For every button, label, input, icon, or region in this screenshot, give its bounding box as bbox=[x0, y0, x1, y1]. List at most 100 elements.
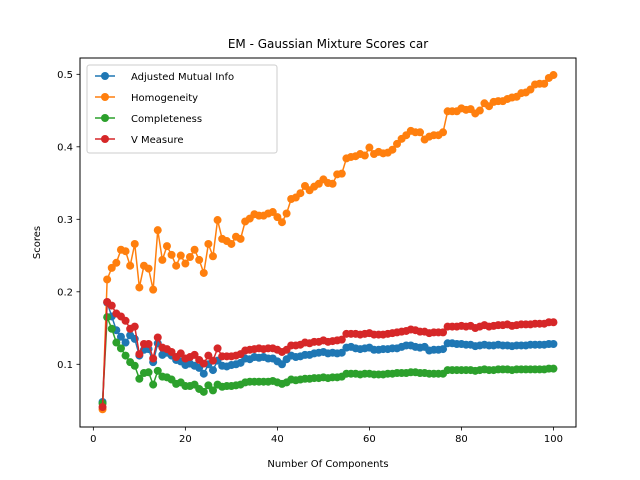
legend-label: V Measure bbox=[131, 135, 184, 146]
data-point bbox=[236, 234, 245, 243]
data-point bbox=[144, 368, 153, 377]
data-point bbox=[328, 179, 337, 188]
y-axis-label: Scores bbox=[32, 226, 43, 259]
y-tick-label: 0.2 bbox=[57, 287, 73, 298]
data-point bbox=[213, 344, 222, 353]
series-completeness bbox=[98, 313, 558, 408]
legend-item-adjusted-mutual-info: Adjusted Mutual Info bbox=[95, 72, 234, 83]
data-point bbox=[195, 255, 204, 264]
series-homogeneity bbox=[98, 71, 558, 414]
data-point bbox=[98, 403, 107, 412]
data-point bbox=[475, 106, 484, 115]
data-point bbox=[277, 218, 286, 227]
data-point bbox=[540, 79, 549, 88]
y-tick-label: 0.1 bbox=[57, 360, 73, 371]
x-tick-label: 100 bbox=[544, 434, 563, 445]
data-point bbox=[135, 374, 144, 383]
data-point bbox=[360, 151, 369, 160]
legend-marker bbox=[101, 93, 109, 101]
data-point bbox=[107, 263, 116, 272]
data-point bbox=[204, 239, 213, 248]
x-axis: 0 20 40 60 80 100 bbox=[90, 427, 563, 445]
data-point bbox=[103, 275, 112, 284]
y-tick-label: 0.3 bbox=[57, 215, 73, 226]
legend-marker bbox=[101, 135, 109, 143]
data-point bbox=[135, 350, 144, 359]
legend-item-v-measure: V Measure bbox=[95, 135, 184, 146]
data-point bbox=[365, 143, 374, 152]
data-point bbox=[153, 366, 162, 375]
x-tick-label: 0 bbox=[90, 434, 96, 445]
data-point bbox=[337, 335, 346, 344]
data-point bbox=[130, 361, 139, 370]
data-point bbox=[149, 380, 158, 389]
plot-frame bbox=[79, 57, 577, 428]
data-point bbox=[185, 253, 194, 261]
data-point bbox=[199, 359, 208, 368]
legend-label: Adjusted Mutual Info bbox=[131, 72, 234, 83]
data-point bbox=[149, 354, 158, 363]
data-point bbox=[439, 328, 448, 337]
data-point bbox=[121, 316, 130, 325]
data-point bbox=[337, 348, 346, 357]
data-point bbox=[549, 71, 558, 80]
data-point bbox=[208, 252, 217, 261]
data-point bbox=[416, 128, 425, 137]
data-point bbox=[112, 258, 121, 267]
data-point bbox=[282, 209, 291, 218]
data-point bbox=[190, 350, 199, 359]
data-point bbox=[277, 360, 286, 369]
data-point bbox=[144, 339, 153, 348]
series-layer bbox=[98, 71, 558, 414]
chart-title: EM - Gaussian Mixture Scores car bbox=[228, 37, 428, 51]
y-tick-label: 0.4 bbox=[57, 142, 73, 153]
data-point bbox=[388, 145, 397, 154]
data-point bbox=[121, 247, 130, 256]
data-point bbox=[199, 387, 208, 396]
data-point bbox=[153, 226, 162, 235]
data-point bbox=[172, 261, 181, 270]
legend-marker bbox=[101, 72, 109, 80]
y-tick-label: 0.5 bbox=[57, 70, 73, 81]
legend-item-completeness: Completeness bbox=[95, 114, 202, 125]
data-point bbox=[296, 189, 305, 198]
data-point bbox=[549, 364, 558, 373]
legend-marker bbox=[101, 114, 109, 122]
data-point bbox=[162, 242, 171, 251]
data-point bbox=[167, 250, 176, 259]
data-point bbox=[135, 283, 144, 292]
x-tick-label: 40 bbox=[271, 434, 284, 445]
data-point bbox=[199, 268, 208, 277]
data-point bbox=[116, 332, 125, 341]
data-point bbox=[526, 85, 535, 94]
data-point bbox=[208, 386, 217, 395]
data-point bbox=[149, 285, 158, 294]
x-tick-label: 60 bbox=[363, 434, 376, 445]
data-point bbox=[199, 369, 208, 378]
data-point bbox=[549, 339, 558, 348]
legend: Adjusted Mutual Info Homogeneity Completen… bbox=[86, 64, 278, 154]
data-point bbox=[107, 324, 116, 333]
data-point bbox=[190, 245, 199, 254]
data-point bbox=[158, 255, 167, 264]
data-point bbox=[208, 356, 217, 365]
data-point bbox=[337, 169, 346, 178]
data-point bbox=[144, 264, 153, 273]
data-point bbox=[130, 322, 139, 331]
legend-label: Homogeneity bbox=[131, 93, 198, 104]
data-point bbox=[126, 261, 135, 270]
data-point bbox=[167, 347, 176, 356]
data-point bbox=[176, 251, 185, 260]
series-v-measure bbox=[98, 297, 558, 412]
data-point bbox=[227, 239, 236, 248]
legend-item-homogeneity: Homogeneity bbox=[95, 93, 198, 104]
data-point bbox=[107, 301, 116, 310]
x-tick-label: 20 bbox=[179, 434, 192, 445]
data-point bbox=[208, 366, 217, 375]
data-point bbox=[268, 208, 277, 217]
data-point bbox=[439, 128, 448, 137]
data-point bbox=[153, 333, 162, 342]
x-tick-label: 80 bbox=[455, 434, 468, 445]
data-point bbox=[393, 139, 402, 148]
